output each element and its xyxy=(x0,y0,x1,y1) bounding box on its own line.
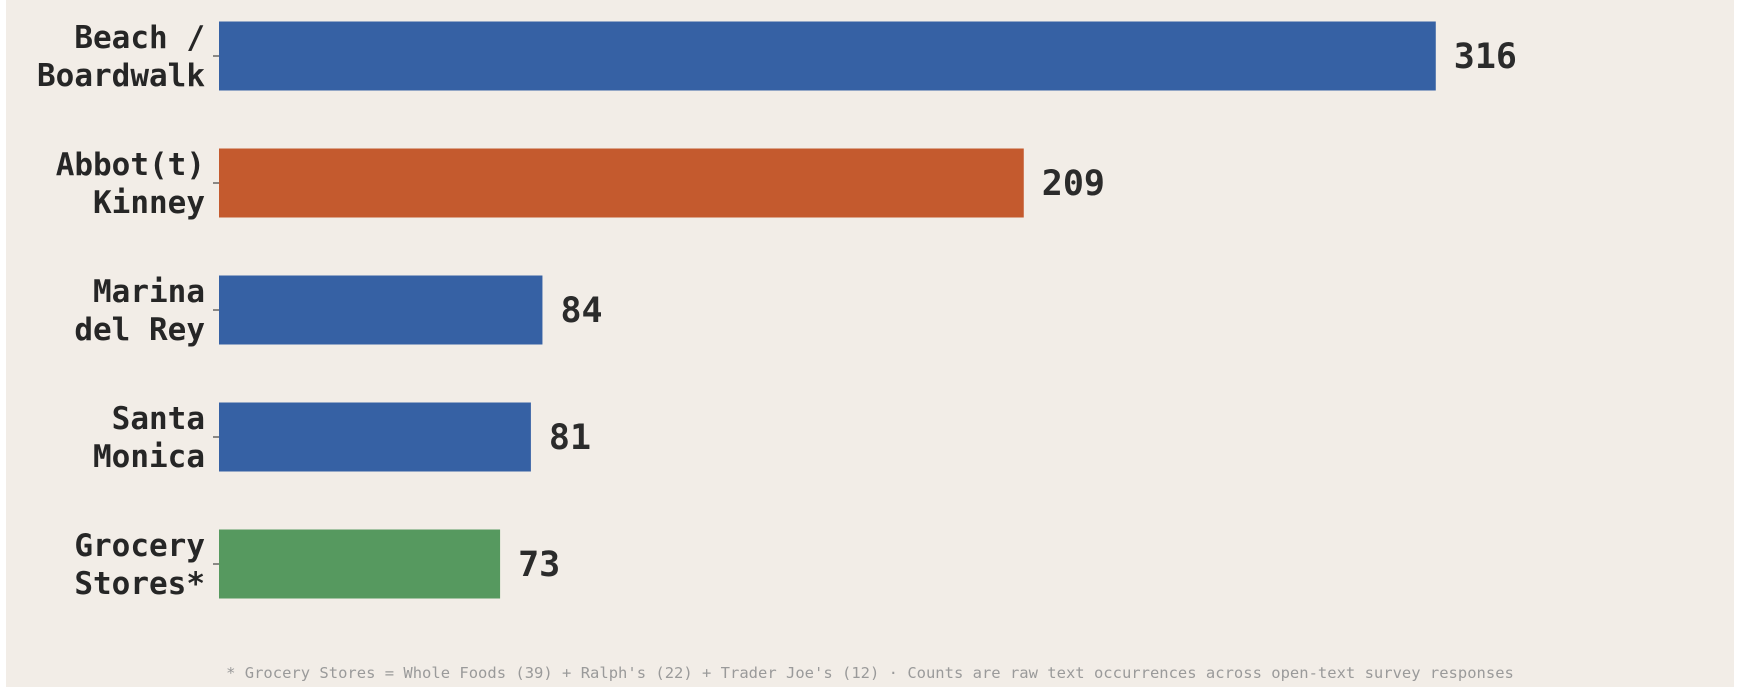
bar-3 xyxy=(219,402,531,472)
category-label-line: Santa xyxy=(112,401,205,437)
value-label-0: 316 xyxy=(1454,37,1517,77)
bar-2 xyxy=(219,275,543,345)
category-label-3: Santa Monica xyxy=(93,401,205,475)
bar-1 xyxy=(219,148,1024,218)
value-label-1: 209 xyxy=(1042,164,1105,204)
category-label-line: del Rey xyxy=(74,312,205,348)
chart-footnote: * Grocery Stores = Whole Foods (39) + Ra… xyxy=(226,664,1514,682)
category-label-line: Abbot(t) xyxy=(56,147,205,183)
category-label-line: Grocery xyxy=(74,528,205,564)
value-label-2: 84 xyxy=(560,291,602,331)
category-label-line: Marina xyxy=(93,274,205,310)
category-label-line: Kinney xyxy=(93,185,205,221)
bar-0 xyxy=(219,21,1436,91)
value-label-3: 81 xyxy=(549,418,591,458)
bars-layer: Beach / Boardwalk 316 Abbot(t) Kinney 209 Mari… xyxy=(37,20,1517,602)
category-label-line: Stores* xyxy=(74,566,205,602)
category-label-1: Abbot(t) Kinney xyxy=(56,147,205,221)
category-label-line: Beach / xyxy=(74,20,205,56)
bar-4 xyxy=(219,529,501,599)
category-label-line: Boardwalk xyxy=(37,58,205,94)
category-label-line: Monica xyxy=(93,439,205,475)
category-label-4: Grocery Stores* xyxy=(74,528,205,602)
category-label-2: Marina del Rey xyxy=(74,274,205,348)
category-label-0: Beach / Boardwalk xyxy=(37,20,205,94)
value-label-4: 73 xyxy=(518,545,560,585)
